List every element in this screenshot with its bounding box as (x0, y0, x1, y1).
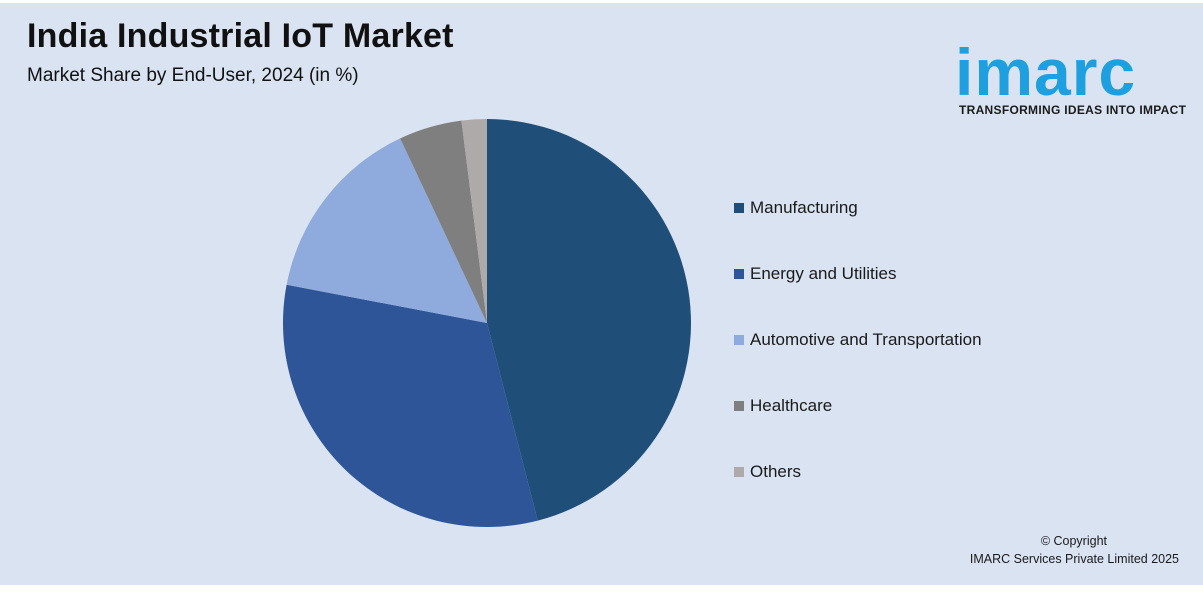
legend-label: Energy and Utilities (750, 264, 897, 283)
legend-item: Automotive and Transportation (734, 328, 982, 352)
pie-slice-manufacturing (487, 119, 691, 521)
legend-label: Automotive and Transportation (750, 330, 982, 349)
pie-slice-energy-and-utilities (282, 284, 538, 527)
legend-item: Energy and Utilities (734, 262, 896, 286)
pie-chart (282, 119, 691, 527)
legend-item: Others (734, 460, 801, 484)
chart-subtitle: Market Share by End-User, 2024 (in %) (27, 65, 359, 86)
legend-swatch (734, 467, 744, 477)
legend-swatch (734, 203, 744, 213)
legend-swatch (734, 335, 744, 345)
logo-wordmark: imarc (955, 35, 1137, 109)
legend-item: Manufacturing (734, 196, 858, 220)
pie-slice-others (461, 119, 487, 323)
pie-slice-automotive-and-transportation (286, 138, 487, 323)
legend-item: Healthcare (734, 394, 832, 418)
legend-label: Healthcare (750, 396, 833, 415)
imarc-logo: imarc TRANSFORMING IDEAS INTO IMPACT (953, 17, 1189, 117)
logo-tagline: TRANSFORMING IDEAS INTO IMPACT (959, 103, 1187, 117)
copyright-notice: © Copyright IMARC Services Private Limit… (970, 532, 1179, 568)
copyright-line-2: IMARC Services Private Limited 2025 (969, 552, 1179, 566)
pie-slice-healthcare (400, 120, 487, 323)
legend-label: Manufacturing (750, 198, 858, 217)
legend-swatch (734, 401, 744, 411)
legend-label: Others (750, 462, 802, 481)
legend-swatch (734, 269, 744, 279)
chart-title: India Industrial IoT Market (27, 17, 454, 55)
copyright-line-1: © Copyright (1040, 534, 1107, 548)
